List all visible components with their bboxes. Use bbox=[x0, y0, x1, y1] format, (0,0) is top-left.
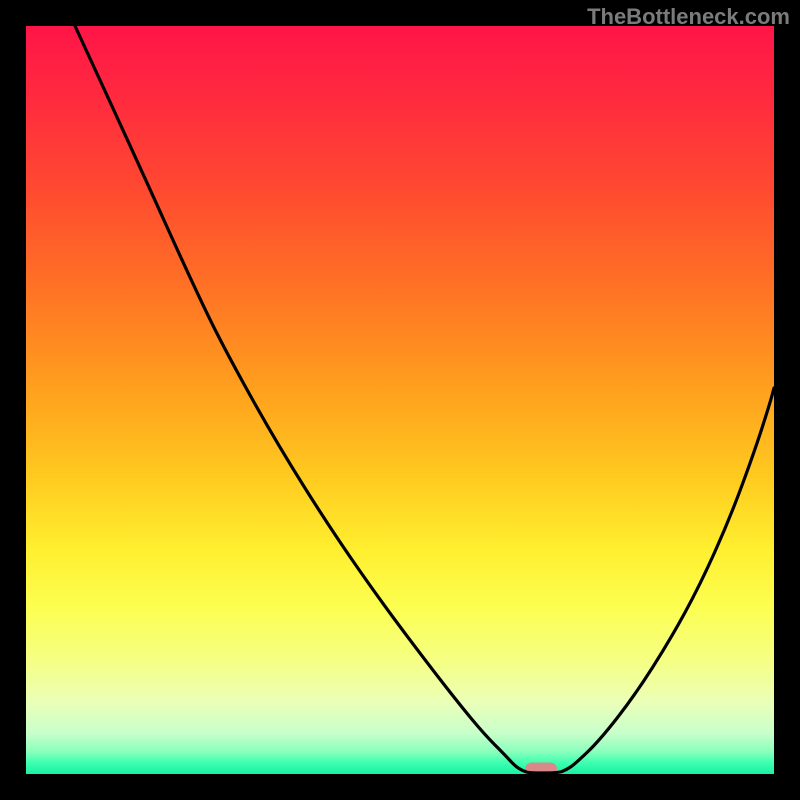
bottleneck-chart bbox=[0, 0, 800, 800]
chart-container: TheBottleneck.com bbox=[0, 0, 800, 800]
watermark-text: TheBottleneck.com bbox=[587, 4, 790, 30]
chart-background-gradient bbox=[26, 26, 774, 774]
